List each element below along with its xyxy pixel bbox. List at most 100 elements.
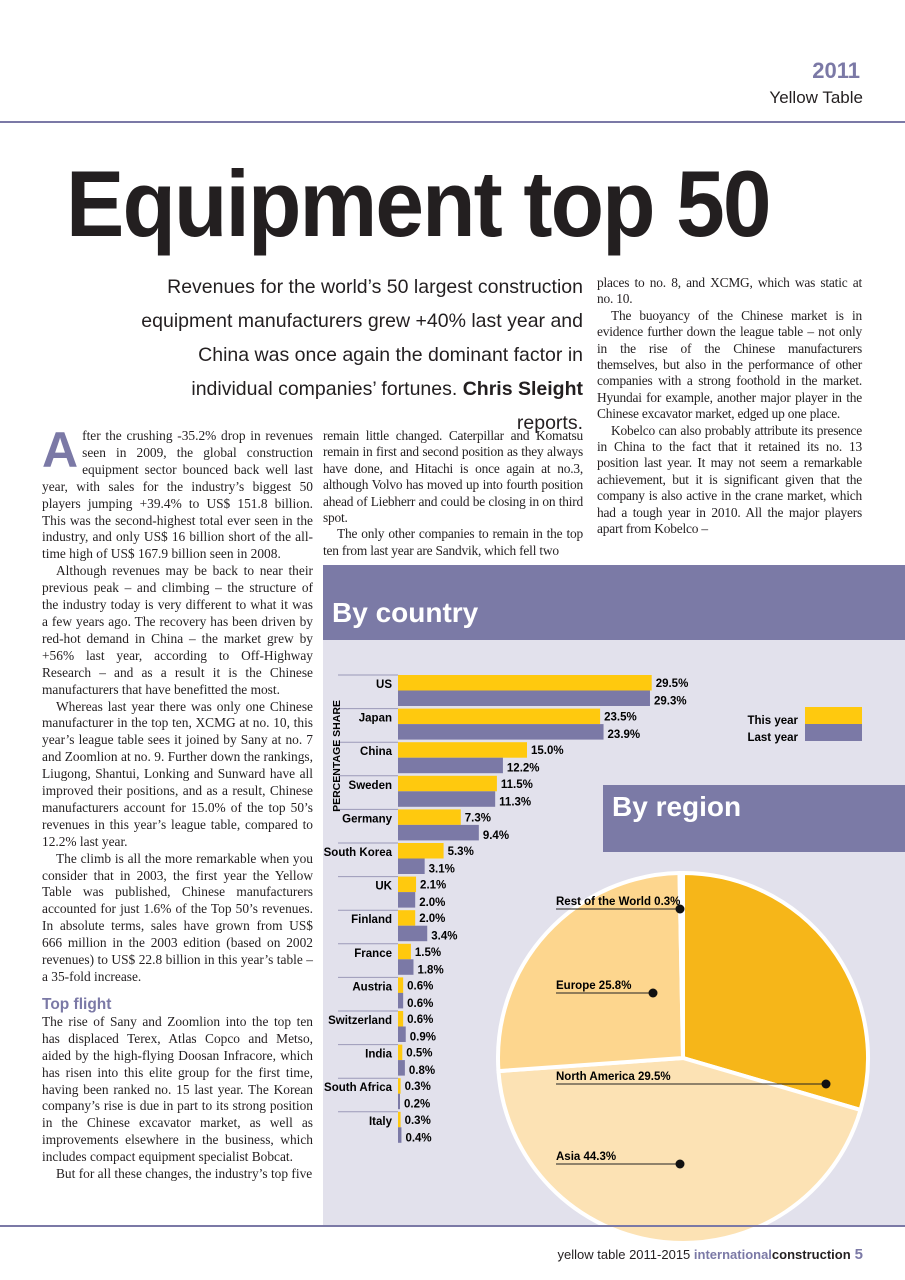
- page-number: 5: [854, 1246, 863, 1263]
- page-title: Equipment top 50: [66, 151, 771, 256]
- pie-slice: [496, 870, 686, 1074]
- data-label: 11.3%: [499, 796, 531, 808]
- bar-this-year: [398, 775, 497, 792]
- category-label: South Africa: [324, 1082, 393, 1094]
- bar-last-year: [398, 892, 416, 908]
- bar-last-year: [398, 724, 604, 740]
- data-label: 2.0%: [419, 913, 445, 925]
- bar-this-year: [398, 876, 417, 893]
- category-label: France: [354, 948, 392, 960]
- data-label: 29.3%: [654, 696, 687, 708]
- standfirst-text: Revenues for the world’s 50 largest cons…: [141, 276, 583, 400]
- bar-this-year: [398, 1044, 403, 1061]
- publication-name: international: [693, 1247, 772, 1262]
- bar-this-year: [398, 742, 527, 758]
- drop-cap: A: [42, 422, 79, 478]
- data-label: 3.4%: [431, 931, 457, 943]
- data-label: 2.1%: [420, 880, 446, 892]
- data-label: 0.2%: [404, 1099, 430, 1111]
- bar-this-year: [398, 943, 411, 960]
- data-label: 0.4%: [405, 1132, 431, 1144]
- section-label: Yellow Table: [769, 88, 863, 107]
- legend-label: Last year: [747, 732, 798, 744]
- bar-last-year: [398, 824, 479, 841]
- bar-last-year: [398, 858, 425, 874]
- data-label: 0.5%: [406, 1048, 432, 1060]
- data-label: 0.6%: [407, 998, 433, 1010]
- bar-this-year: [398, 809, 461, 825]
- legend-swatch: [805, 724, 862, 741]
- paragraph: The only other companies to remain in th…: [323, 526, 583, 558]
- standfirst-tail: reports.: [516, 412, 583, 434]
- column-3: places to no. 8, and XCMG, which was sta…: [597, 275, 862, 538]
- data-label: 7.3%: [465, 812, 491, 824]
- bar-last-year: [398, 959, 414, 975]
- bar-last-year: [398, 992, 404, 1009]
- bar-this-year: [398, 910, 416, 926]
- data-label: 1.5%: [415, 947, 441, 959]
- data-label: 0.9%: [410, 1032, 436, 1044]
- data-label: 11.5%: [501, 779, 533, 791]
- category-label: Japan: [359, 713, 392, 725]
- data-label: 23.9%: [608, 729, 641, 741]
- data-label: 5.3%: [448, 846, 474, 858]
- subheading: Top flight: [42, 995, 112, 1013]
- standfirst: Revenues for the world’s 50 largest cons…: [140, 270, 583, 440]
- category-label: Italy: [369, 1116, 393, 1128]
- bar-this-year: [398, 1011, 404, 1027]
- data-label: 0.8%: [409, 1065, 435, 1077]
- bar-chart-title: By country: [323, 565, 905, 640]
- paragraph: fter the crushing -35.2% drop in revenue…: [42, 428, 313, 562]
- y-axis-label: PERCENTAGE SHARE: [331, 700, 343, 812]
- category-label: UK: [375, 881, 392, 893]
- data-label: 0.6%: [407, 1014, 433, 1026]
- bar-this-year: [398, 843, 444, 859]
- category-label: Germany: [342, 813, 392, 825]
- bar-last-year: [398, 1026, 406, 1042]
- pie-chart: North America 29.5% Asia 44.3% Europe 25.8…: [496, 870, 870, 1245]
- leader-dot: [821, 1079, 831, 1089]
- leader-dot: [675, 904, 685, 914]
- paragraph: The buoyancy of the Chinese market is in…: [597, 307, 862, 422]
- bar-this-year: [398, 1078, 401, 1094]
- author: Chris Sleight: [462, 378, 583, 400]
- bar-this-year: [398, 675, 652, 691]
- bar-chart: US 29.5% 29.3% Japan 23.5% 23.9% China 15.0% 12.…: [324, 674, 862, 1144]
- column-2: remain little changed. Caterpillar and K…: [323, 428, 583, 559]
- pie-slice: [677, 870, 685, 1059]
- footer-rule: [0, 1225, 905, 1227]
- pie-chart-title: By region: [603, 785, 905, 852]
- data-label: 15.0%: [531, 745, 564, 757]
- data-label: 2.0%: [419, 897, 445, 909]
- bar-this-year: [398, 977, 404, 993]
- pie-label: Rest of the World 0.3%: [556, 896, 680, 908]
- category-label: India: [365, 1049, 392, 1061]
- bar-last-year: [398, 1060, 405, 1076]
- bar-last-year: [398, 1093, 400, 1110]
- pie-slice: [681, 870, 870, 1113]
- footer: yellow table 2011-2015 internationalcons…: [558, 1246, 863, 1263]
- category-label: South Korea: [324, 847, 393, 859]
- paragraph: places to no. 8, and XCMG, which was sta…: [597, 275, 862, 307]
- category-label: US: [376, 679, 392, 691]
- paragraph: The rise of Sany and Zoomlion into the t…: [42, 1013, 313, 1165]
- category-label: Switzerland: [328, 1015, 392, 1027]
- bar-last-year: [398, 791, 496, 807]
- pie-label: Europe 25.8%: [556, 980, 631, 992]
- data-label: 12.2%: [507, 763, 540, 775]
- paragraph: Kobelco can also probably attribute its …: [597, 422, 862, 537]
- legend-swatch: [805, 707, 862, 724]
- paragraph: Whereas last year there was only one Chi…: [42, 698, 313, 849]
- pie-label: North America 29.5%: [556, 1071, 671, 1083]
- bar-last-year: [398, 925, 428, 942]
- footer-text: yellow table 2011-2015: [557, 1247, 691, 1262]
- legend-label: This year: [748, 715, 799, 727]
- data-label: 0.3%: [405, 1115, 431, 1127]
- pie-label: Asia 44.3%: [556, 1151, 616, 1163]
- data-label: 9.4%: [483, 830, 509, 842]
- data-label: 23.5%: [604, 712, 637, 724]
- bar-this-year: [398, 1111, 401, 1128]
- bar-last-year: [398, 1127, 402, 1143]
- header-rule: [0, 121, 905, 123]
